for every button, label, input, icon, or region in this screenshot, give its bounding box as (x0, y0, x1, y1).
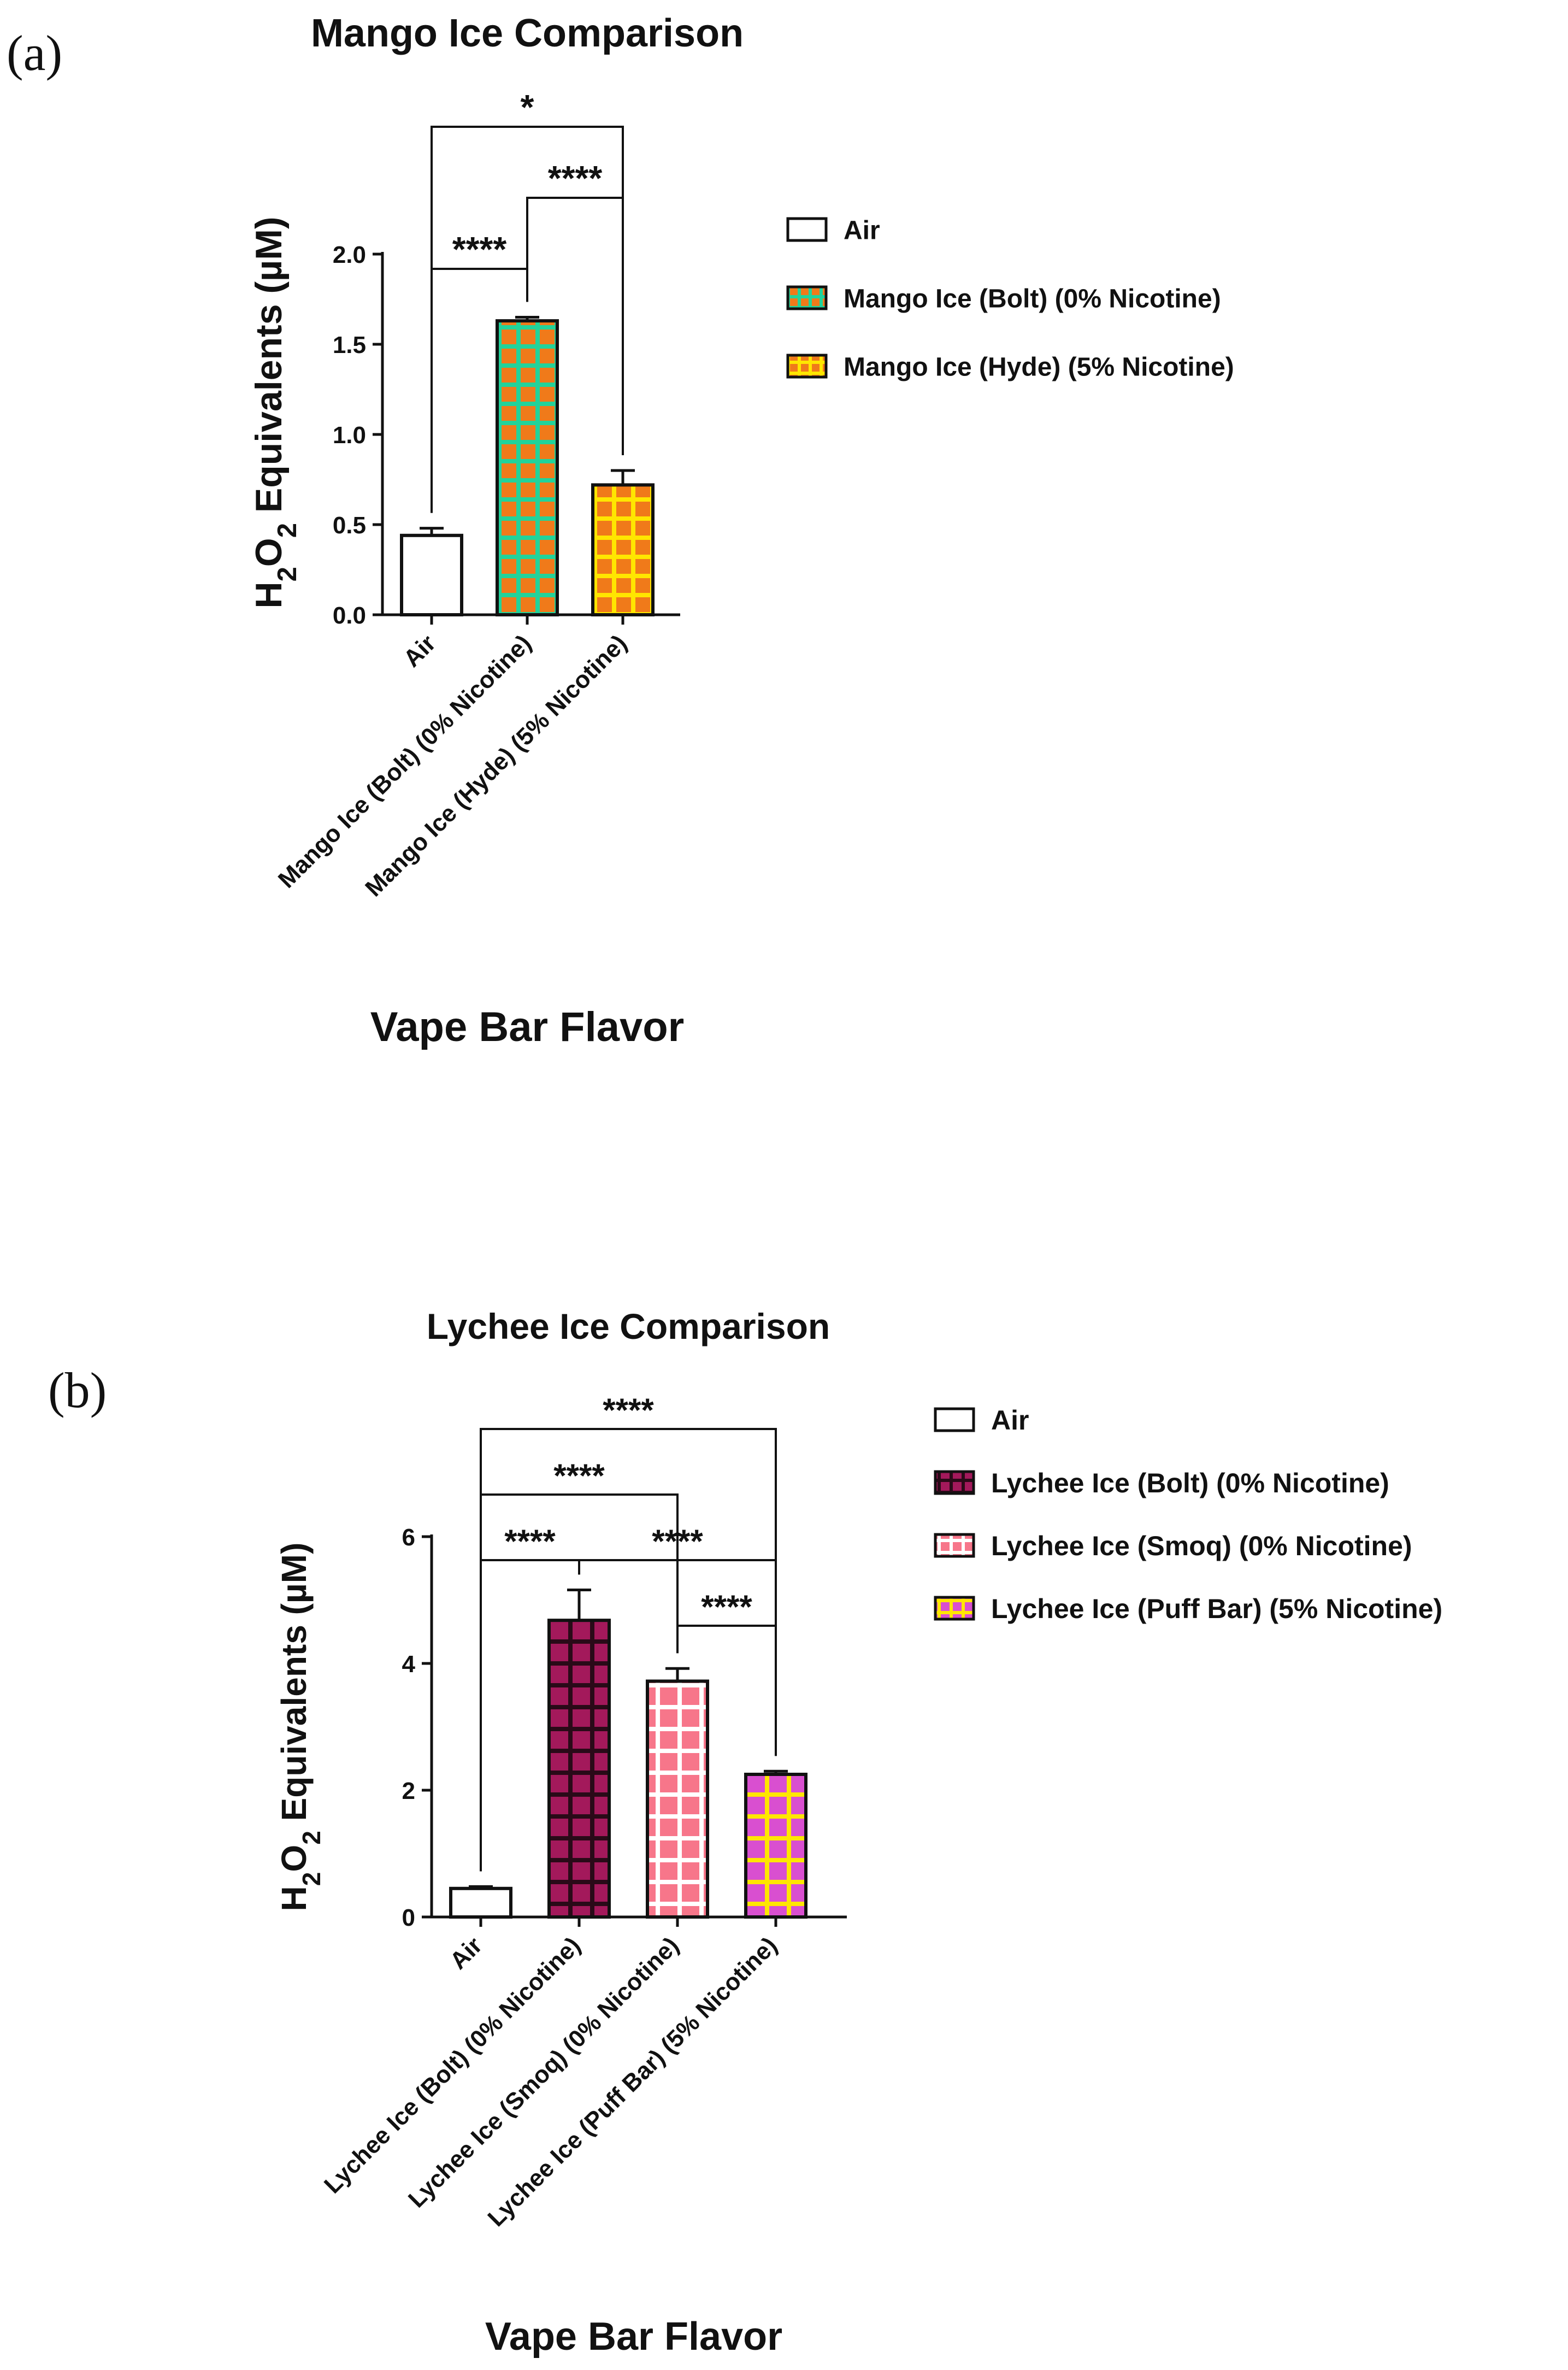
legend-swatch (786, 354, 828, 379)
significance-label: **** (504, 1523, 556, 1560)
x-axis-label-a: Vape Bar Flavor (370, 1004, 685, 1050)
y-tick-label: 2.0 (333, 242, 366, 268)
bar-a-1 (496, 319, 559, 616)
significance-label: **** (603, 1392, 654, 1428)
y-tick-label: 0.0 (333, 602, 366, 629)
significance-label: **** (553, 1457, 605, 1494)
y-tick-label: 4 (402, 1651, 416, 1678)
panel-a: (a) Mango Ice Comparison 0.0 0.5 1.0 1.5 2.0 H2… (7, 11, 1234, 1050)
x-tick-label: Air (445, 1932, 487, 1974)
legend-label: Mango Ice (Hyde) (5% Nicotine) (844, 352, 1234, 381)
y-tick-label: 6 (402, 1524, 415, 1551)
y-axis-label-a: H2O2 Equivalents (µM) (248, 216, 302, 608)
bar-b-1 (547, 1619, 611, 1919)
y-tick-label: 2 (402, 1778, 415, 1804)
legend-swatch (786, 285, 828, 310)
bar-b-0 (449, 1886, 512, 1919)
legend-swatch (934, 1596, 975, 1621)
bar-a-0 (400, 533, 463, 616)
significance-label: **** (701, 1589, 752, 1625)
chart-title-b: Lychee Ice Comparison (427, 1306, 830, 1346)
panel-b: (b) Lychee Ice Comparison 0 2 4 6 H2O2 Equival… (48, 1306, 1442, 2359)
legend-swatch (934, 1407, 975, 1432)
legend-label: Air (844, 216, 880, 245)
legend-label: Air (991, 1405, 1029, 1436)
significance-label: **** (652, 1523, 703, 1560)
significance-label: **** (548, 158, 603, 198)
legend-label: Lychee Ice (Bolt) (0% Nicotine) (991, 1468, 1389, 1498)
significance-bracket (676, 1625, 777, 1756)
y-tick-label: 0.5 (333, 512, 366, 539)
x-tick-label: Air (398, 630, 441, 672)
legend-label: Lychee Ice (Puff Bar) (5% Nicotine) (991, 1593, 1442, 1624)
x-axis-label-b: Vape Bar Flavor (485, 2315, 782, 2359)
significance-label: **** (452, 230, 507, 269)
legend-swatch (934, 1533, 975, 1558)
legend-label: Lychee Ice (Smoq) (0% Nicotine) (991, 1531, 1412, 1561)
legend-swatch (786, 217, 828, 242)
legend-label: Mango Ice (Bolt) (0% Nicotine) (844, 284, 1221, 313)
significance-bracket (431, 268, 528, 513)
significance-label: * (521, 87, 534, 127)
y-tick-label: 1.0 (333, 422, 366, 449)
panel-label-a: (a) (7, 25, 62, 81)
chart-title-a: Mango Ice Comparison (311, 11, 744, 55)
y-tick-label: 0 (402, 1904, 415, 1931)
panel-label-b: (b) (48, 1362, 107, 1418)
y-axis-label-b: H2O2 Equivalents (µM) (274, 1543, 326, 1912)
legend-swatch (934, 1470, 975, 1495)
significance-bracket (526, 197, 624, 455)
bar-a-2 (591, 483, 655, 617)
bar-b-3 (744, 1773, 807, 1919)
y-tick-label: 1.5 (333, 332, 366, 358)
bar-b-2 (646, 1679, 709, 1919)
